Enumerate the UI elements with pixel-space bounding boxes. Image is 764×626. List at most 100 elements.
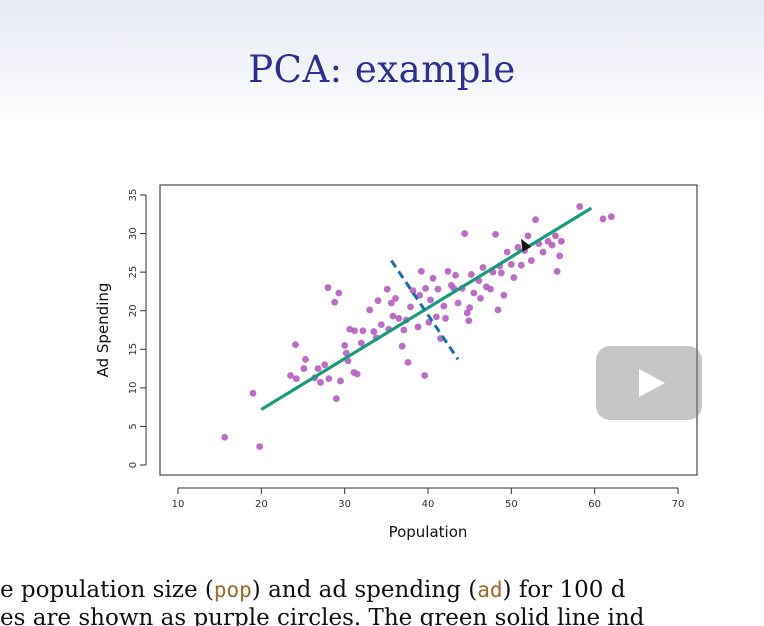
data-point bbox=[292, 341, 299, 349]
data-point bbox=[532, 216, 539, 224]
x-axis-label: Population bbox=[389, 523, 468, 541]
data-point bbox=[507, 261, 515, 268]
x-tick-label: 30 bbox=[338, 499, 351, 510]
data-point bbox=[527, 257, 535, 264]
first-principal-component-line bbox=[260, 206, 593, 411]
data-point bbox=[432, 313, 440, 321]
data-point bbox=[337, 377, 344, 385]
data-point bbox=[287, 372, 294, 379]
data-point bbox=[510, 274, 518, 281]
data-point bbox=[377, 321, 385, 328]
data-point bbox=[421, 372, 429, 379]
data-point bbox=[366, 306, 374, 314]
data-point bbox=[314, 365, 322, 372]
data-point bbox=[470, 289, 478, 297]
data-point bbox=[517, 261, 525, 269]
second-principal-component-line bbox=[390, 259, 460, 361]
data-point bbox=[494, 306, 502, 314]
x-tick-label: 10 bbox=[172, 499, 185, 510]
y-axis-label: Ad Spending bbox=[94, 283, 112, 378]
data-point bbox=[497, 269, 505, 277]
data-point bbox=[359, 327, 367, 335]
data-point bbox=[417, 267, 425, 275]
data-point bbox=[553, 267, 561, 275]
data-point bbox=[487, 285, 494, 293]
data-point bbox=[389, 312, 397, 320]
x-tick-label: 60 bbox=[588, 499, 601, 510]
data-point bbox=[353, 370, 361, 378]
data-point bbox=[461, 230, 469, 237]
data-point bbox=[335, 289, 343, 297]
data-point bbox=[332, 395, 340, 403]
data-point bbox=[463, 309, 471, 317]
data-point bbox=[492, 230, 499, 238]
caption-line-2: es are shown as purple circles. The gree… bbox=[0, 605, 645, 626]
y-tick-label: 10 bbox=[128, 381, 139, 394]
caption-middle: ) and ad spending ( bbox=[251, 577, 478, 603]
data-point bbox=[300, 365, 308, 372]
x-tick-label: 20 bbox=[255, 499, 268, 510]
data-point bbox=[387, 299, 395, 307]
data-point bbox=[442, 315, 449, 322]
data-point bbox=[557, 237, 565, 245]
y-axis: 0 5 10 15 20 25 30 35 bbox=[128, 189, 147, 468]
plot-frame bbox=[159, 184, 698, 476]
caption-prefix: e population size ( bbox=[0, 577, 214, 603]
data-point bbox=[256, 443, 264, 450]
data-point bbox=[548, 241, 556, 249]
data-point bbox=[539, 248, 547, 256]
video-play-button[interactable] bbox=[596, 346, 702, 420]
data-point bbox=[452, 271, 459, 279]
x-tick-label: 50 bbox=[505, 499, 518, 510]
data-point bbox=[467, 271, 475, 278]
data-point bbox=[357, 339, 365, 347]
data-point bbox=[221, 433, 229, 441]
data-point bbox=[292, 375, 300, 382]
data-point bbox=[302, 355, 309, 363]
play-icon bbox=[639, 369, 665, 397]
y-tick-label: 30 bbox=[128, 227, 139, 240]
data-point bbox=[395, 315, 403, 322]
data-point bbox=[440, 302, 448, 310]
data-point bbox=[317, 379, 324, 386]
x-tick-label: 70 bbox=[672, 499, 685, 510]
data-point bbox=[321, 361, 329, 369]
data-point bbox=[429, 274, 437, 282]
code-ad: ad bbox=[477, 578, 503, 602]
data-point bbox=[599, 215, 607, 223]
data-point bbox=[454, 299, 462, 307]
data-point bbox=[524, 232, 532, 240]
y-tick-label: 15 bbox=[128, 343, 139, 356]
data-point bbox=[576, 203, 584, 210]
data-point bbox=[331, 298, 339, 306]
y-tick-label: 25 bbox=[128, 266, 139, 279]
data-point bbox=[416, 291, 424, 299]
y-tick-label: 0 bbox=[128, 462, 139, 468]
data-point bbox=[607, 213, 615, 220]
data-point bbox=[479, 264, 487, 271]
data-point bbox=[466, 304, 474, 312]
y-tick-label: 5 bbox=[128, 423, 139, 429]
data-point bbox=[552, 232, 559, 240]
y-tick-label: 35 bbox=[128, 189, 139, 202]
data-point bbox=[556, 252, 564, 260]
data-point bbox=[427, 296, 434, 304]
code-pop: pop bbox=[213, 578, 252, 602]
data-point bbox=[434, 285, 442, 293]
caption-line-1: e population size (pop) and ad spending … bbox=[0, 570, 764, 610]
y-tick-label: 20 bbox=[128, 304, 139, 317]
caption-suffix: ) for 100 d bbox=[502, 577, 626, 603]
data-point bbox=[249, 389, 257, 397]
data-point bbox=[500, 291, 508, 299]
data-point bbox=[324, 284, 332, 291]
data-point bbox=[477, 294, 484, 302]
data-point bbox=[414, 323, 422, 331]
x-axis: 10 20 30 40 50 60 70 bbox=[172, 487, 685, 510]
data-point bbox=[409, 287, 417, 295]
data-point bbox=[514, 244, 522, 251]
data-point bbox=[383, 285, 391, 293]
data-point bbox=[370, 328, 378, 335]
data-point bbox=[325, 375, 333, 382]
data-point bbox=[503, 248, 511, 256]
